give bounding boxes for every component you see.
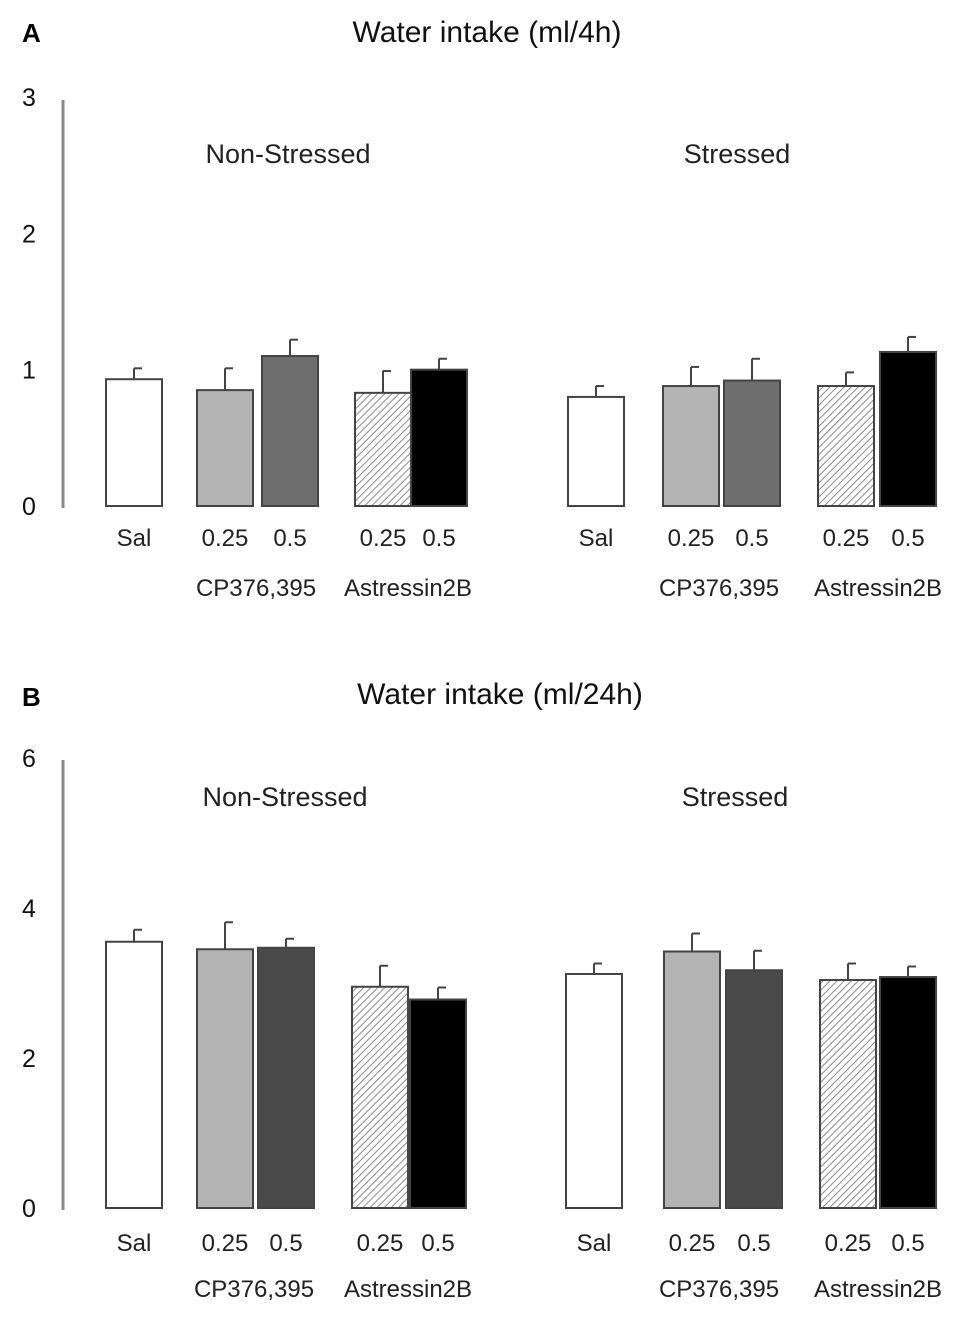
panel-b-drug-label: CP376,395	[659, 1276, 779, 1303]
panel-b-bar	[879, 976, 937, 1209]
panel-b-category-label: 0.5	[421, 1230, 454, 1257]
panel-a-chart: 0 1 2 3 Sal 0.25 0.5 0.25 0.5 CP376,395 Astressin2…	[22, 84, 942, 602]
panel-b-group-title-stressed: Stressed	[682, 782, 789, 812]
panel-a-y-tick-label: 1	[22, 357, 36, 385]
panel-a-drug-label: Astressin2B	[344, 575, 472, 602]
panel-b-bar	[663, 950, 721, 1209]
panel-a-category-label: Sal	[579, 525, 614, 552]
panel-a-letter: A	[22, 18, 41, 48]
panel-a-drug-label: Astressin2B	[814, 575, 942, 602]
panel-b-drug-label: Astressin2B	[344, 1276, 472, 1303]
panel-a-bar	[723, 379, 781, 507]
panel-b-group-title-nonstressed: Non-Stressed	[202, 782, 367, 812]
panel-b-bar	[257, 946, 315, 1209]
panel-a-category-label: 0.25	[360, 525, 407, 552]
panel-a-title: Water intake (ml/4h)	[353, 16, 622, 49]
panel-b-category-label: 0.25	[669, 1230, 716, 1257]
panel-a-category-label: 0.5	[891, 525, 924, 552]
panel-a-category-label: Sal	[117, 525, 152, 552]
panel-b-y-tick-label: 2	[22, 1045, 36, 1073]
panel-b-category-label: 0.25	[357, 1230, 404, 1257]
panel-a-category-label: 0.25	[823, 525, 870, 552]
panel-a-y-tick-label: 2	[22, 220, 36, 248]
panel-a-category-label: 0.5	[422, 525, 455, 552]
panel-a-bar	[261, 355, 319, 507]
panel-b-bar	[565, 973, 623, 1209]
panel-b-bar	[196, 948, 254, 1209]
panel-b-category-label: 0.25	[825, 1230, 872, 1257]
panel-b-bar	[351, 985, 409, 1209]
panel-b-category-label: 0.5	[891, 1230, 924, 1257]
panel-a-category-label: 0.5	[735, 525, 768, 552]
panel-a-group-title-stressed: Stressed	[684, 139, 791, 169]
panel-b-y-tick-label: 6	[22, 745, 36, 773]
panel-b-category-label: Sal	[117, 1230, 152, 1257]
panel-a-drug-label: CP376,395	[196, 575, 316, 602]
panel-b-category-label: 0.25	[202, 1230, 249, 1257]
panel-b-y-tick-label: 0	[22, 1195, 36, 1223]
panel-b-bar	[409, 998, 467, 1209]
panel-b-drug-label: Astressin2B	[814, 1276, 942, 1303]
panel-a-category-label: 0.5	[273, 525, 306, 552]
panel-a-category-label: 0.25	[202, 525, 249, 552]
panel-a-y-tick-label: 0	[22, 493, 36, 521]
panel-b-category-label: 0.5	[269, 1230, 302, 1257]
panel-a-bar	[410, 368, 468, 507]
panel-a-bar	[354, 391, 412, 507]
panel-b-chart: 0 2 4 6 Sal 0.25 0.5 0.25 0.5 CP376,395 Astressin2…	[22, 745, 942, 1303]
panel-a-y-tick-label: 3	[22, 84, 36, 112]
panel-b-bar	[819, 979, 877, 1209]
panel-a-drug-label: CP376,395	[659, 575, 779, 602]
panel-a-bar	[662, 385, 720, 508]
panel-b-category-label: 0.5	[737, 1230, 770, 1257]
panel-a-bar	[105, 378, 163, 507]
panel-b-category-label: Sal	[577, 1230, 612, 1257]
panel-a-bar	[196, 389, 254, 507]
panel-b-letter: B	[22, 682, 41, 712]
panel-b-bar	[725, 969, 783, 1209]
panel-b-drug-label: CP376,395	[194, 1276, 314, 1303]
panel-a-group-title-nonstressed: Non-Stressed	[205, 139, 370, 169]
panel-b-bar	[105, 940, 163, 1209]
panel-a-category-label: 0.25	[668, 525, 715, 552]
panel-a-bar	[879, 350, 937, 507]
panel-b-title: Water intake (ml/24h)	[357, 678, 643, 711]
panel-b-y-tick-label: 4	[22, 895, 36, 923]
panel-a-bar	[567, 395, 625, 507]
panel-a-bar	[817, 385, 875, 508]
